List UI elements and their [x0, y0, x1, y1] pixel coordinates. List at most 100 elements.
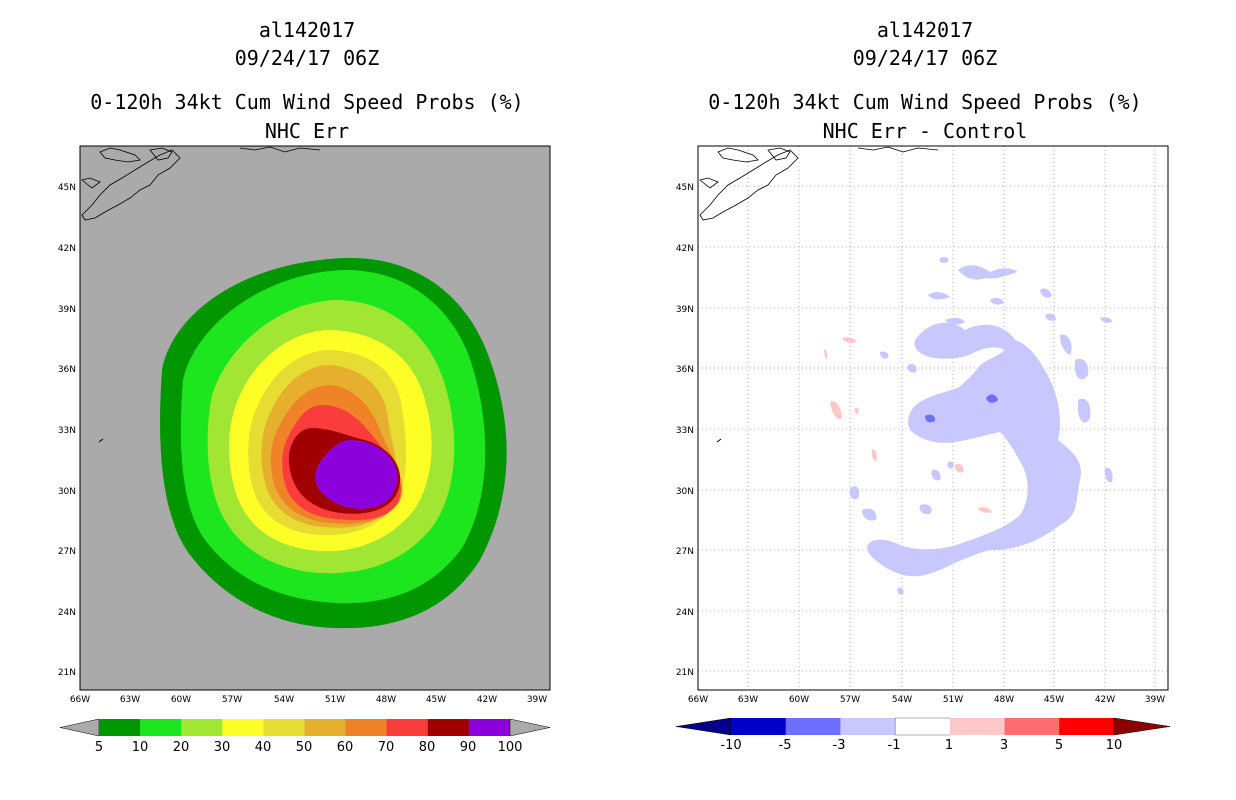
right-lon-label: 60W: [789, 695, 809, 705]
right-colorbar: [675, 717, 1171, 736]
left-lat-label: 30N: [58, 487, 76, 497]
left-colorbar-arrow-high: [509, 718, 551, 737]
left-islet: [98, 438, 104, 443]
right-lat-label: 27N: [676, 547, 694, 557]
right-lon-axis: 66W 63W 60W 57W 54W 51W 48W 45W 42W 39W: [688, 695, 1165, 705]
left-lat-label: 36N: [58, 365, 76, 375]
right-lat-label: 39N: [676, 305, 694, 315]
right-title-sub: NHC Err - Control: [822, 119, 1028, 143]
right-lat-label: 21N: [676, 668, 694, 678]
right-lon-label: 39W: [1145, 695, 1165, 705]
right-colorbar-arrow-low: [675, 717, 732, 736]
left-colorbar-swatch: [140, 719, 182, 736]
left-colorbar-labels: 5 10 20 30 40 50 60 70 80 90 100: [95, 740, 523, 755]
left-coastline: [81, 146, 321, 221]
left-lon-label: 63W: [120, 695, 140, 705]
right-map-frame: [697, 145, 1169, 691]
diff-positive-small: [824, 337, 992, 513]
right-lon-label: 63W: [738, 695, 758, 705]
left-lat-label: 39N: [58, 305, 76, 315]
right-lon-label: 45W: [1044, 695, 1064, 705]
right-colorbar-swatch: [1059, 718, 1115, 735]
right-lat-label: 42N: [676, 244, 694, 254]
left-colorbar-swatch: [345, 719, 388, 736]
left-lat-axis: 45N 42N 39N 36N 33N 30N 27N 24N 21N: [58, 183, 76, 678]
left-colorbar-label: 90: [460, 740, 477, 755]
right-colorbar-label: 3: [1000, 738, 1008, 753]
right-islet: [716, 438, 722, 443]
left-title-id: al142017: [258, 18, 356, 42]
left-colorbar-label: 40: [255, 740, 272, 755]
left-title-main: 0-120h 34kt Cum Wind Speed Probs (%): [90, 90, 524, 114]
right-lat-label: 24N: [676, 608, 694, 618]
left-colorbar-label: 100: [498, 740, 523, 755]
left-lat-label: 24N: [58, 608, 76, 618]
right-title-id: al142017: [876, 18, 974, 42]
left-lon-label: 60W: [171, 695, 191, 705]
left-lon-label: 54W: [274, 695, 294, 705]
right-lon-label: 51W: [943, 695, 963, 705]
left-map: 45N 42N 39N 36N 33N 30N 27N 24N 21N 66W …: [58, 145, 551, 705]
right-lat-label: 33N: [676, 426, 694, 436]
right-colorbar-label: 1: [945, 738, 953, 753]
right-lat-label: 30N: [676, 487, 694, 497]
left-colorbar-label: 70: [378, 740, 395, 755]
right-lon-label: 66W: [688, 695, 708, 705]
left-lat-label: 42N: [58, 244, 76, 254]
left-colorbar-swatch: [99, 719, 141, 736]
left-map-frame: [79, 145, 551, 691]
left-lon-label: 48W: [376, 695, 396, 705]
left-colorbar-label: 30: [214, 740, 231, 755]
right-lat-label: 36N: [676, 365, 694, 375]
right-colorbar-label: 10: [1106, 738, 1123, 753]
prob-contour-90: [315, 440, 398, 509]
left-lon-label: 51W: [325, 695, 345, 705]
left-title-date: 09/24/17 06Z: [234, 46, 380, 70]
right-coastline: [699, 146, 939, 221]
left-lat-label: 21N: [58, 668, 76, 678]
left-colorbar-swatch: [181, 719, 223, 736]
left-colorbar-label: 20: [173, 740, 190, 755]
right-lon-label: 54W: [892, 695, 912, 705]
left-lon-label: 57W: [222, 695, 242, 705]
right-colorbar-swatch: [731, 718, 787, 735]
left-colorbar: [59, 718, 551, 737]
left-colorbar-label: 5: [95, 740, 103, 755]
right-map: 45N 42N 39N 36N 33N 30N 27N 24N 21N 66W …: [676, 145, 1169, 705]
right-lon-label: 42W: [1095, 695, 1115, 705]
right-colorbar-swatch: [894, 717, 951, 736]
left-colorbar-label: 10: [132, 740, 149, 755]
diff-negative-medium: [925, 394, 998, 423]
left-colorbar-swatch: [222, 719, 264, 736]
left-lon-label: 42W: [477, 695, 497, 705]
diff-negative-small: [849, 256, 1113, 595]
left-colorbar-label: 80: [419, 740, 436, 755]
left-lon-axis: 66W 63W 60W 57W 54W 51W 48W 45W 42W 39W: [70, 695, 547, 705]
right-colorbar-swatch: [949, 718, 1005, 735]
left-lon-label: 45W: [426, 695, 446, 705]
right-lon-label: 57W: [840, 695, 860, 705]
left-colorbar-label: 50: [296, 740, 313, 755]
right-colorbar-labels: -10 -5 -3 -1 1 3 5 10: [720, 738, 1122, 753]
left-colorbar-swatch: [386, 719, 429, 736]
right-lat-axis: 45N 42N 39N 36N 33N 30N 27N 24N 21N: [676, 183, 694, 678]
right-colorbar-swatch: [1004, 718, 1060, 735]
left-colorbar-swatch: [304, 719, 347, 736]
right-title-main: 0-120h 34kt Cum Wind Speed Probs (%): [708, 90, 1142, 114]
right-lat-label: 45N: [676, 183, 694, 193]
left-lat-label: 27N: [58, 547, 76, 557]
left-lat-label: 45N: [58, 183, 76, 193]
left-lon-label: 39W: [527, 695, 547, 705]
left-lon-label: 66W: [70, 695, 90, 705]
right-colorbar-label: -5: [779, 738, 792, 753]
right-colorbar-swatch: [785, 718, 841, 735]
left-colorbar-swatch: [427, 719, 470, 736]
right-colorbar-label: -10: [720, 738, 741, 753]
right-colorbar-label: -1: [888, 738, 901, 753]
right-colorbar-label: 5: [1055, 738, 1063, 753]
right-colorbar-swatch: [840, 718, 896, 735]
right-colorbar-arrow-high: [1113, 717, 1171, 736]
left-colorbar-swatch: [468, 719, 511, 736]
left-lat-label: 33N: [58, 426, 76, 436]
left-colorbar-arrow-low: [59, 718, 100, 737]
